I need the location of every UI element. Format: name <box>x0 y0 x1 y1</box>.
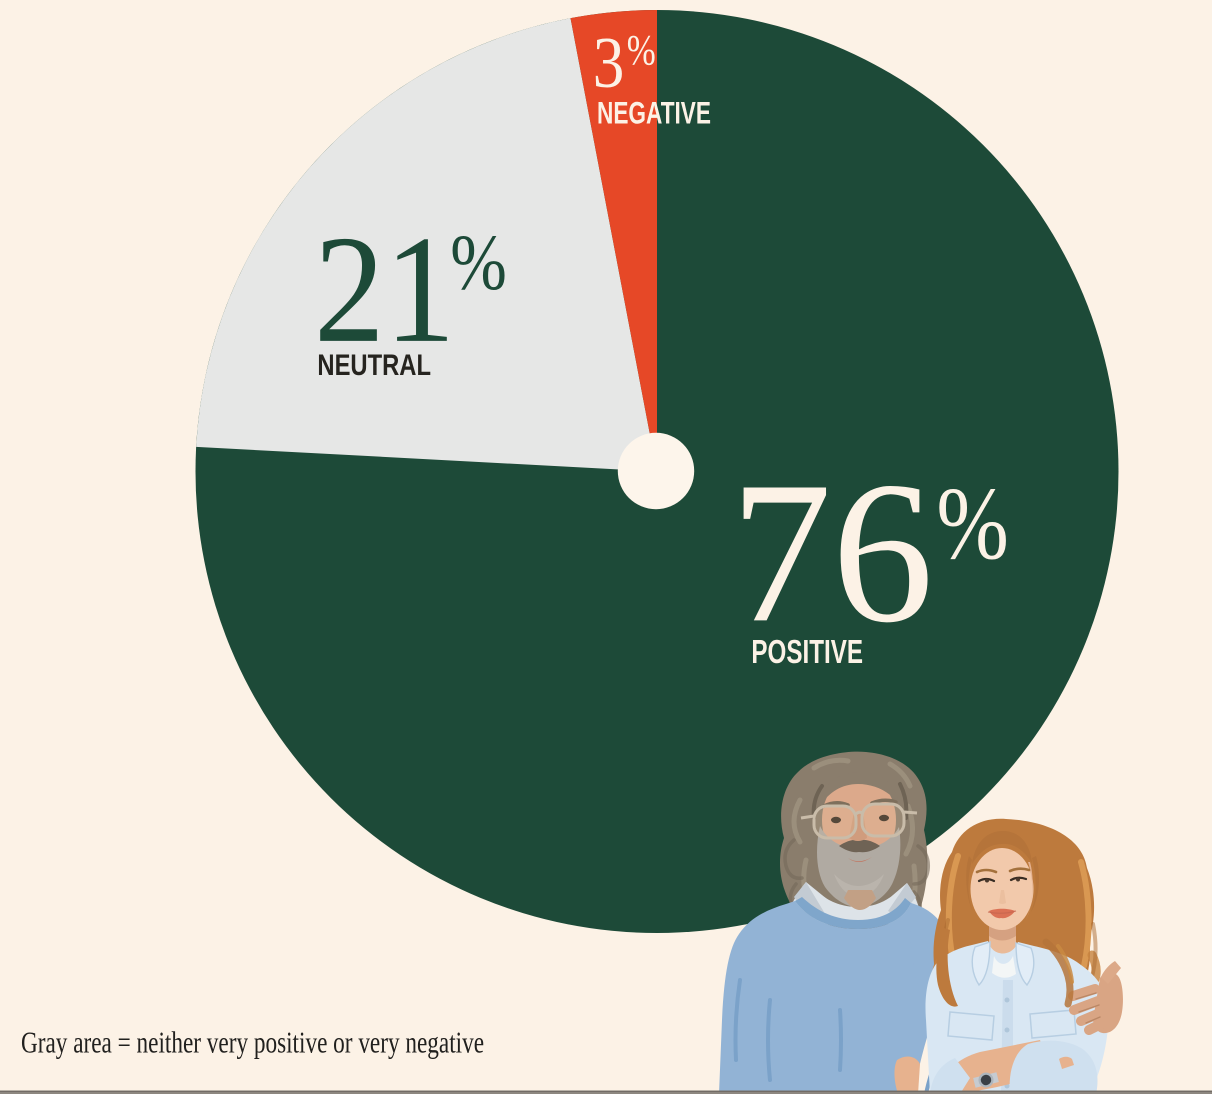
svg-text:21: 21 <box>314 205 455 375</box>
svg-text:Gray area = neither very posit: Gray area = neither very positive or ver… <box>21 1025 484 1060</box>
svg-text:76: 76 <box>730 439 933 664</box>
svg-text:%: % <box>936 466 1008 581</box>
svg-text:%: % <box>627 27 656 74</box>
svg-text:NEGATIVE: NEGATIVE <box>597 95 711 131</box>
svg-text:POSITIVE: POSITIVE <box>751 634 863 671</box>
svg-text:NEUTRAL: NEUTRAL <box>317 350 431 382</box>
svg-text:%: % <box>450 218 507 306</box>
svg-text:3: 3 <box>593 21 625 102</box>
